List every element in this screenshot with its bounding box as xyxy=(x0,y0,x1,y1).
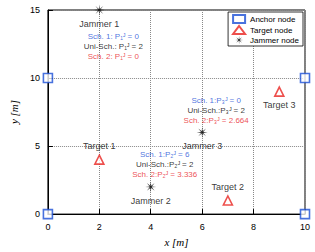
svg-text:4: 4 xyxy=(148,222,153,232)
svg-text:Jammer 1: Jammer 1 xyxy=(79,19,119,29)
svg-text:Uni-Sch.: P₁ᴶ = 2: Uni-Sch.: P₁ᴶ = 2 xyxy=(84,42,144,51)
svg-text:Target node: Target node xyxy=(250,26,293,35)
svg-text:8: 8 xyxy=(251,222,256,232)
svg-text:10: 10 xyxy=(300,222,310,232)
svg-text:2: 2 xyxy=(97,222,102,232)
svg-text:Jammer 2: Jammer 2 xyxy=(131,196,171,206)
svg-text:Target 1: Target 1 xyxy=(83,141,116,151)
svg-text:0: 0 xyxy=(45,222,50,232)
svg-text:6: 6 xyxy=(200,222,205,232)
svg-text:0: 0 xyxy=(35,209,40,219)
svg-text:Sch. 2: P₁ᴶ = 0: Sch. 2: P₁ᴶ = 0 xyxy=(88,52,140,61)
svg-text:Anchor node: Anchor node xyxy=(250,15,296,24)
svg-text:Sch. 1:P₃ᴶ = 0: Sch. 1:P₃ᴶ = 0 xyxy=(191,96,241,105)
svg-text:Sch. 2:P₃ᴶ = 2.664: Sch. 2:P₃ᴶ = 2.664 xyxy=(184,116,250,125)
svg-text:Jammer node: Jammer node xyxy=(250,36,299,45)
svg-text:15: 15 xyxy=(30,5,40,15)
svg-text:Uni-Sch.:P₃ᴶ = 2: Uni-Sch.:P₃ᴶ = 2 xyxy=(187,106,245,115)
svg-text:10: 10 xyxy=(30,73,40,83)
svg-text:Uni-Sch.:P₂ᴶ = 2: Uni-Sch.:P₂ᴶ = 2 xyxy=(136,160,194,169)
svg-text:Target 2: Target 2 xyxy=(212,182,245,192)
svg-text:Sch. 2:P₂ᴶ = 3.336: Sch. 2:P₂ᴶ = 3.336 xyxy=(132,170,198,179)
svg-text:Jammer 3: Jammer 3 xyxy=(182,141,223,152)
svg-text:Target 3: Target 3 xyxy=(263,100,296,110)
svg-text:Sch. 1:P₂ᴶ = 6: Sch. 1:P₂ᴶ = 6 xyxy=(140,150,190,159)
svg-text:y [m]: y [m] xyxy=(8,100,20,125)
svg-text:x [m]: x [m] xyxy=(163,236,188,248)
svg-text:5: 5 xyxy=(35,141,40,151)
svg-text:Sch. 1: P₁ᴶ = 0: Sch. 1: P₁ᴶ = 0 xyxy=(88,32,140,41)
